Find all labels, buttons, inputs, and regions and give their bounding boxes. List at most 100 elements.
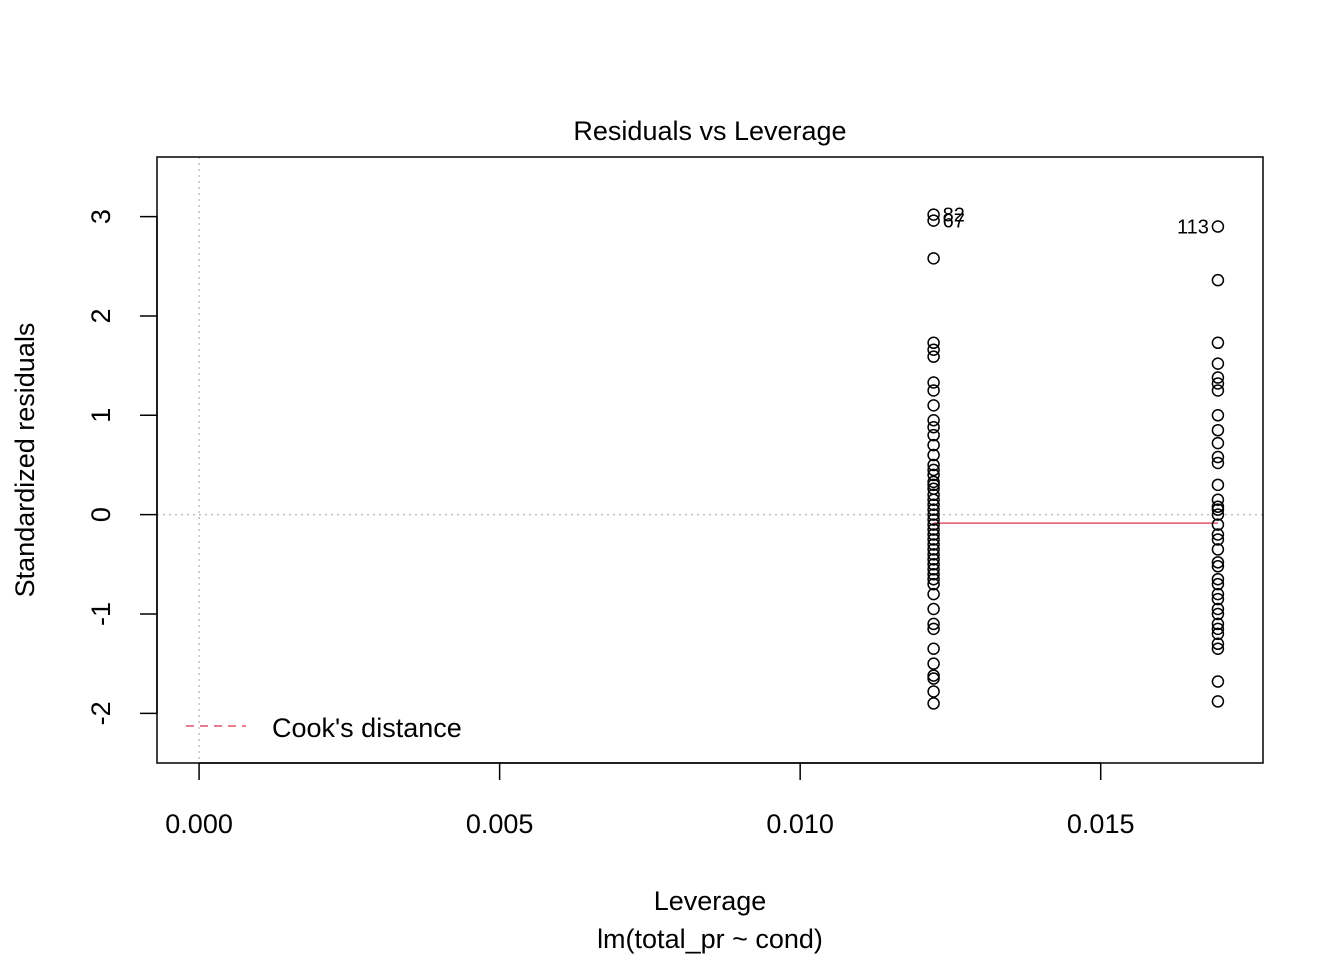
- data-point: [927, 493, 940, 506]
- data-point: [1211, 518, 1225, 531]
- data-point: [927, 572, 940, 586]
- data-points: [927, 208, 1225, 710]
- y-tick-label: 1: [86, 408, 116, 423]
- data-point: [927, 528, 940, 541]
- data-point: [1211, 627, 1225, 641]
- data-point: [927, 538, 940, 551]
- data-point: [927, 420, 940, 434]
- data-point: [1211, 543, 1225, 556]
- data-point: [927, 642, 940, 656]
- data-point: [927, 414, 940, 427]
- data-point: [927, 669, 940, 682]
- data-point: [927, 438, 940, 452]
- data-point: [1211, 456, 1225, 470]
- data-point: [927, 336, 940, 350]
- data-point: [927, 513, 940, 526]
- point-label: 82: [943, 205, 965, 227]
- data-point: [1211, 384, 1225, 397]
- data-point: [927, 617, 940, 631]
- x-tick-label: 0.005: [466, 809, 534, 839]
- data-point: [1211, 478, 1225, 492]
- data-point: [927, 563, 940, 576]
- data-point: [1211, 409, 1225, 422]
- data-point: [927, 657, 940, 670]
- reference-lines: [157, 157, 1263, 763]
- data-point: [927, 458, 940, 472]
- x-tick-label: 0.000: [165, 809, 233, 839]
- data-point: [927, 376, 940, 389]
- x-tick-label: 0.010: [766, 809, 834, 839]
- data-point: [1211, 695, 1225, 708]
- data-point: [927, 533, 940, 546]
- point-label: 67: [943, 211, 965, 233]
- data-point: [1211, 607, 1225, 621]
- x-axis: 0.000 0.005 0.010 0.015: [165, 762, 1135, 839]
- x-tick-label: 0.015: [1067, 809, 1135, 839]
- data-point: [927, 567, 940, 581]
- data-point: [1211, 508, 1225, 521]
- legend-label-cooks-distance: Cook's distance: [272, 713, 462, 743]
- x-axis-label: Leverage: [654, 886, 767, 916]
- data-point: [927, 602, 940, 616]
- data-point: [927, 622, 940, 636]
- data-point: [927, 488, 940, 502]
- data-point: [1211, 423, 1225, 437]
- data-point: [927, 543, 940, 556]
- data-point: [1211, 637, 1225, 651]
- data-point: [927, 518, 940, 531]
- data-point: [1211, 371, 1225, 384]
- data-point: [1211, 622, 1225, 636]
- data-point: [1211, 533, 1225, 546]
- data-point: [927, 252, 940, 265]
- data-point: [927, 548, 940, 561]
- data-point: [1211, 675, 1225, 688]
- data-point: [927, 214, 940, 227]
- y-tick-label: 0: [86, 507, 116, 522]
- data-point: [1211, 556, 1225, 569]
- data-point: [927, 448, 940, 462]
- data-point: [1211, 572, 1225, 586]
- data-point: [1211, 503, 1225, 516]
- data-point: [927, 553, 940, 566]
- y-tick-label: 2: [86, 308, 116, 323]
- y-tick-label: -1: [86, 602, 116, 626]
- data-point: [1211, 500, 1225, 513]
- data-point: [1211, 602, 1225, 616]
- data-point: [927, 498, 940, 511]
- data-point: [1211, 493, 1225, 506]
- chart-title: Residuals vs Leverage: [573, 116, 846, 146]
- point-label: 113: [1177, 217, 1209, 239]
- data-point: [927, 685, 940, 698]
- data-point: [1211, 577, 1225, 591]
- data-point: [927, 399, 940, 412]
- data-point: [1211, 592, 1225, 606]
- y-tick-label: 3: [86, 209, 116, 224]
- data-point: [1211, 336, 1225, 350]
- y-tick-label: -2: [86, 701, 116, 725]
- y-axis-label: Standardized residuals: [10, 323, 40, 598]
- data-point: [1211, 220, 1225, 233]
- data-point: [1211, 436, 1225, 450]
- data-point: [927, 463, 940, 477]
- data-point: [927, 672, 940, 685]
- data-point: [927, 587, 940, 601]
- data-point: [927, 343, 940, 356]
- data-point: [927, 577, 940, 591]
- data-point: [1211, 357, 1225, 370]
- data-point: [1211, 617, 1225, 631]
- data-point: [927, 558, 940, 571]
- data-point: [1211, 450, 1225, 464]
- data-point: [927, 384, 940, 397]
- y-axis: -2 -1 0 1 2 3: [86, 209, 158, 725]
- data-point: [927, 523, 940, 536]
- data-point: [927, 350, 940, 363]
- data-point: [927, 208, 940, 221]
- data-point: [1211, 528, 1225, 541]
- data-point: [927, 503, 940, 516]
- model-formula-label: lm(total_pr ~ cond): [597, 924, 823, 954]
- legend: Cook's distance: [186, 713, 462, 743]
- data-point: [1211, 560, 1225, 573]
